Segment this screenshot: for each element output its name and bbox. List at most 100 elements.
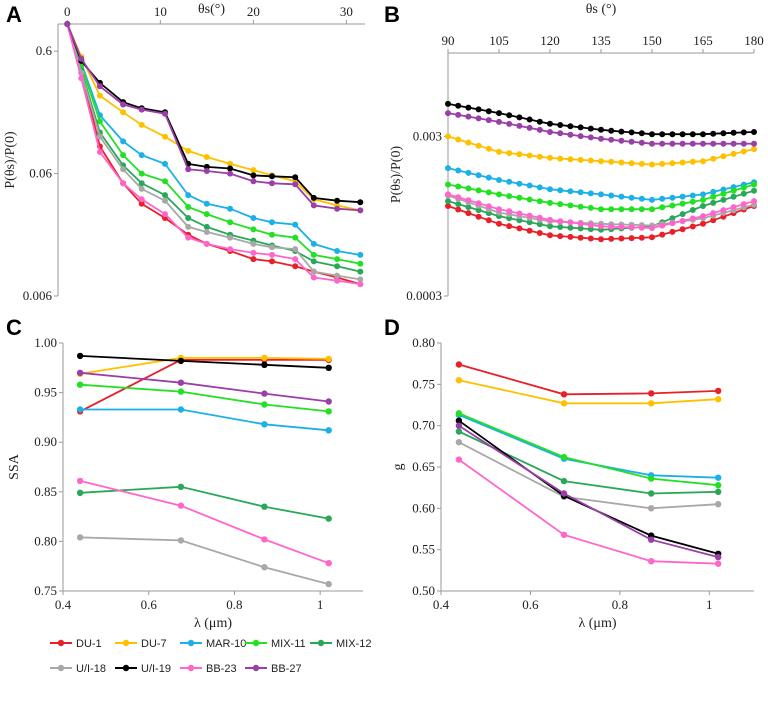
data-point <box>76 477 84 485</box>
data-point <box>78 75 85 82</box>
data-point <box>516 114 523 121</box>
data-point <box>608 206 615 213</box>
data-point <box>250 240 257 247</box>
series-u-i-19 <box>455 417 722 557</box>
data-point <box>120 101 127 108</box>
series-line <box>458 379 719 405</box>
data-point <box>648 475 655 482</box>
data-point <box>162 197 168 204</box>
data-point <box>740 190 747 197</box>
series-line <box>79 359 329 413</box>
series-line <box>66 23 361 265</box>
data-point <box>64 21 71 27</box>
data-point <box>506 150 513 157</box>
data-point <box>269 219 275 226</box>
data-point <box>547 154 553 161</box>
data-point <box>475 213 482 220</box>
data-point <box>659 195 666 202</box>
data-point <box>659 222 666 229</box>
y-tick-label: 0.6 <box>36 43 53 58</box>
data-point <box>96 83 103 90</box>
x-tick-label: 20 <box>247 4 260 19</box>
data-point <box>485 189 492 196</box>
data-point <box>669 160 676 167</box>
data-point <box>700 131 706 138</box>
data-point <box>261 564 268 571</box>
data-point <box>96 118 103 125</box>
series-line <box>80 536 329 585</box>
data-point <box>648 505 655 512</box>
data-point <box>560 531 568 538</box>
series-mix-12 <box>64 21 364 275</box>
series-mix-12 <box>76 483 332 522</box>
legend-swatch-marker <box>122 639 130 647</box>
data-point <box>730 129 737 136</box>
data-point <box>357 251 364 258</box>
data-point <box>325 408 332 415</box>
data-point <box>577 124 584 131</box>
y-tick-label: 0.70 <box>412 418 435 433</box>
data-point <box>638 130 645 137</box>
y-tick-label: 0.06 <box>29 166 52 181</box>
data-point <box>445 110 451 117</box>
chart-panel-a: 0 10 20 30 0.6 0.06 0.006 θs(°) P(θs)/P(0) <box>3 2 365 303</box>
data-point <box>445 191 451 198</box>
data-point <box>577 156 584 163</box>
data-point <box>557 233 564 240</box>
data-point <box>598 191 604 198</box>
data-point <box>455 167 462 174</box>
data-point <box>203 200 210 207</box>
data-point <box>598 158 604 165</box>
legend-swatch-marker <box>57 639 65 647</box>
data-point <box>567 202 574 209</box>
data-point <box>475 172 482 179</box>
data-point <box>516 194 523 201</box>
data-point <box>203 229 210 235</box>
series-line <box>458 414 719 479</box>
series-bb-27 <box>445 110 757 147</box>
data-point <box>659 204 666 211</box>
y-tick-label: 0.003 <box>413 128 442 143</box>
data-point <box>659 231 666 238</box>
y-tick-label: 0.50 <box>412 583 435 598</box>
data-point <box>357 268 364 275</box>
data-point <box>76 352 84 360</box>
data-point <box>325 398 332 405</box>
data-point <box>455 111 462 118</box>
data-point <box>261 503 268 510</box>
data-point <box>567 219 574 226</box>
x-axis-title: θs(°) <box>198 2 225 17</box>
data-point <box>269 251 275 258</box>
data-point <box>485 203 492 210</box>
y-axis-title: P(θs)/P(0) <box>389 146 404 204</box>
data-point <box>357 207 364 214</box>
data-point <box>608 127 615 134</box>
data-point <box>751 198 757 205</box>
series-du-1 <box>455 361 722 398</box>
data-point <box>577 220 584 227</box>
data-point <box>649 206 655 213</box>
data-point <box>700 196 706 203</box>
x-tick-label: 1 <box>317 597 324 612</box>
data-point <box>334 197 341 204</box>
data-point <box>465 169 472 176</box>
data-point <box>700 203 706 209</box>
data-point <box>120 180 127 187</box>
legend-item-du-1: DU-1 <box>50 638 102 650</box>
data-point <box>177 483 185 490</box>
data-point <box>587 134 594 141</box>
data-point <box>465 139 472 146</box>
data-point <box>689 140 696 147</box>
data-point <box>445 133 451 140</box>
data-point <box>357 260 364 267</box>
data-point <box>598 135 604 142</box>
data-point <box>715 482 722 489</box>
panel-label-c: C <box>6 315 22 340</box>
series-mix-11 <box>455 410 722 489</box>
y-tick-label: 0.0003 <box>406 288 442 303</box>
data-point <box>485 108 492 115</box>
data-point <box>455 102 462 109</box>
legend-label: BB-23 <box>206 663 237 675</box>
data-point <box>638 139 645 146</box>
data-point <box>177 537 185 544</box>
